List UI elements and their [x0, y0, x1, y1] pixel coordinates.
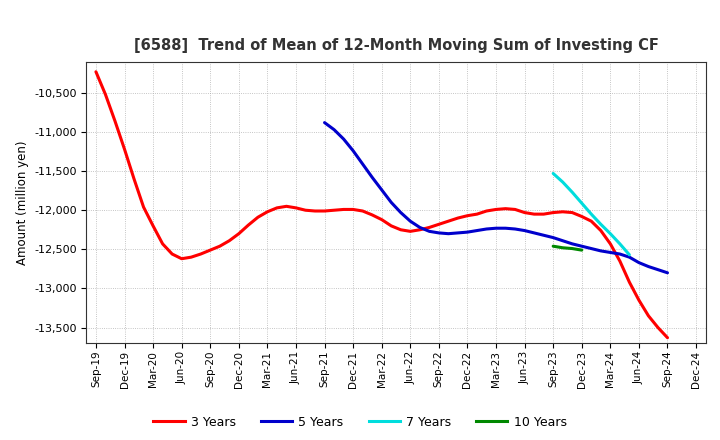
7 Years — [568, 190, 577, 195]
3 Years — [435, 222, 444, 227]
3 Years — [663, 335, 672, 341]
7 Years — [549, 171, 557, 176]
5 Years — [606, 250, 615, 255]
7 Years — [559, 180, 567, 185]
3 Years — [587, 219, 595, 224]
5 Years — [654, 267, 662, 272]
5 Years — [521, 228, 529, 233]
3 Years — [397, 227, 405, 232]
5 Years — [444, 231, 453, 236]
5 Years — [510, 226, 519, 231]
5 Years — [348, 148, 357, 154]
10 Years — [577, 247, 586, 253]
5 Years — [472, 228, 481, 233]
Line: 3 Years: 3 Years — [96, 72, 667, 338]
3 Years — [91, 69, 100, 74]
5 Years — [425, 229, 433, 234]
7 Years — [587, 212, 595, 217]
7 Years — [606, 231, 615, 236]
5 Years — [616, 251, 624, 257]
5 Years — [587, 246, 595, 251]
10 Years — [568, 246, 577, 251]
5 Years — [454, 230, 462, 235]
5 Years — [368, 175, 377, 180]
5 Years — [634, 260, 643, 265]
7 Years — [616, 241, 624, 246]
3 Years — [225, 238, 233, 243]
5 Years — [539, 233, 548, 238]
7 Years — [625, 252, 634, 257]
5 Years — [387, 200, 395, 205]
5 Years — [568, 241, 577, 246]
5 Years — [492, 226, 500, 231]
5 Years — [644, 264, 653, 269]
3 Years — [206, 247, 215, 253]
Line: 5 Years: 5 Years — [325, 123, 667, 273]
Title: [6588]  Trend of Mean of 12-Month Moving Sum of Investing CF: [6588] Trend of Mean of 12-Month Moving … — [134, 38, 658, 54]
5 Years — [625, 254, 634, 260]
5 Years — [415, 225, 424, 230]
5 Years — [596, 248, 605, 253]
10 Years — [559, 245, 567, 250]
5 Years — [663, 270, 672, 275]
Line: 10 Years: 10 Years — [553, 246, 582, 250]
5 Years — [482, 226, 491, 231]
5 Years — [463, 230, 472, 235]
5 Years — [359, 161, 367, 167]
5 Years — [377, 187, 386, 193]
10 Years — [549, 244, 557, 249]
5 Years — [397, 210, 405, 215]
7 Years — [596, 222, 605, 227]
3 Years — [292, 205, 300, 210]
7 Years — [577, 201, 586, 206]
5 Years — [559, 238, 567, 243]
5 Years — [501, 226, 510, 231]
5 Years — [530, 230, 539, 235]
5 Years — [330, 127, 338, 132]
Legend: 3 Years, 5 Years, 7 Years, 10 Years: 3 Years, 5 Years, 7 Years, 10 Years — [148, 411, 572, 434]
Line: 7 Years: 7 Years — [553, 173, 629, 255]
5 Years — [577, 244, 586, 249]
5 Years — [435, 230, 444, 235]
5 Years — [320, 120, 329, 125]
5 Years — [406, 219, 415, 224]
5 Years — [549, 235, 557, 240]
Y-axis label: Amount (million yen): Amount (million yen) — [16, 140, 30, 264]
5 Years — [339, 136, 348, 142]
